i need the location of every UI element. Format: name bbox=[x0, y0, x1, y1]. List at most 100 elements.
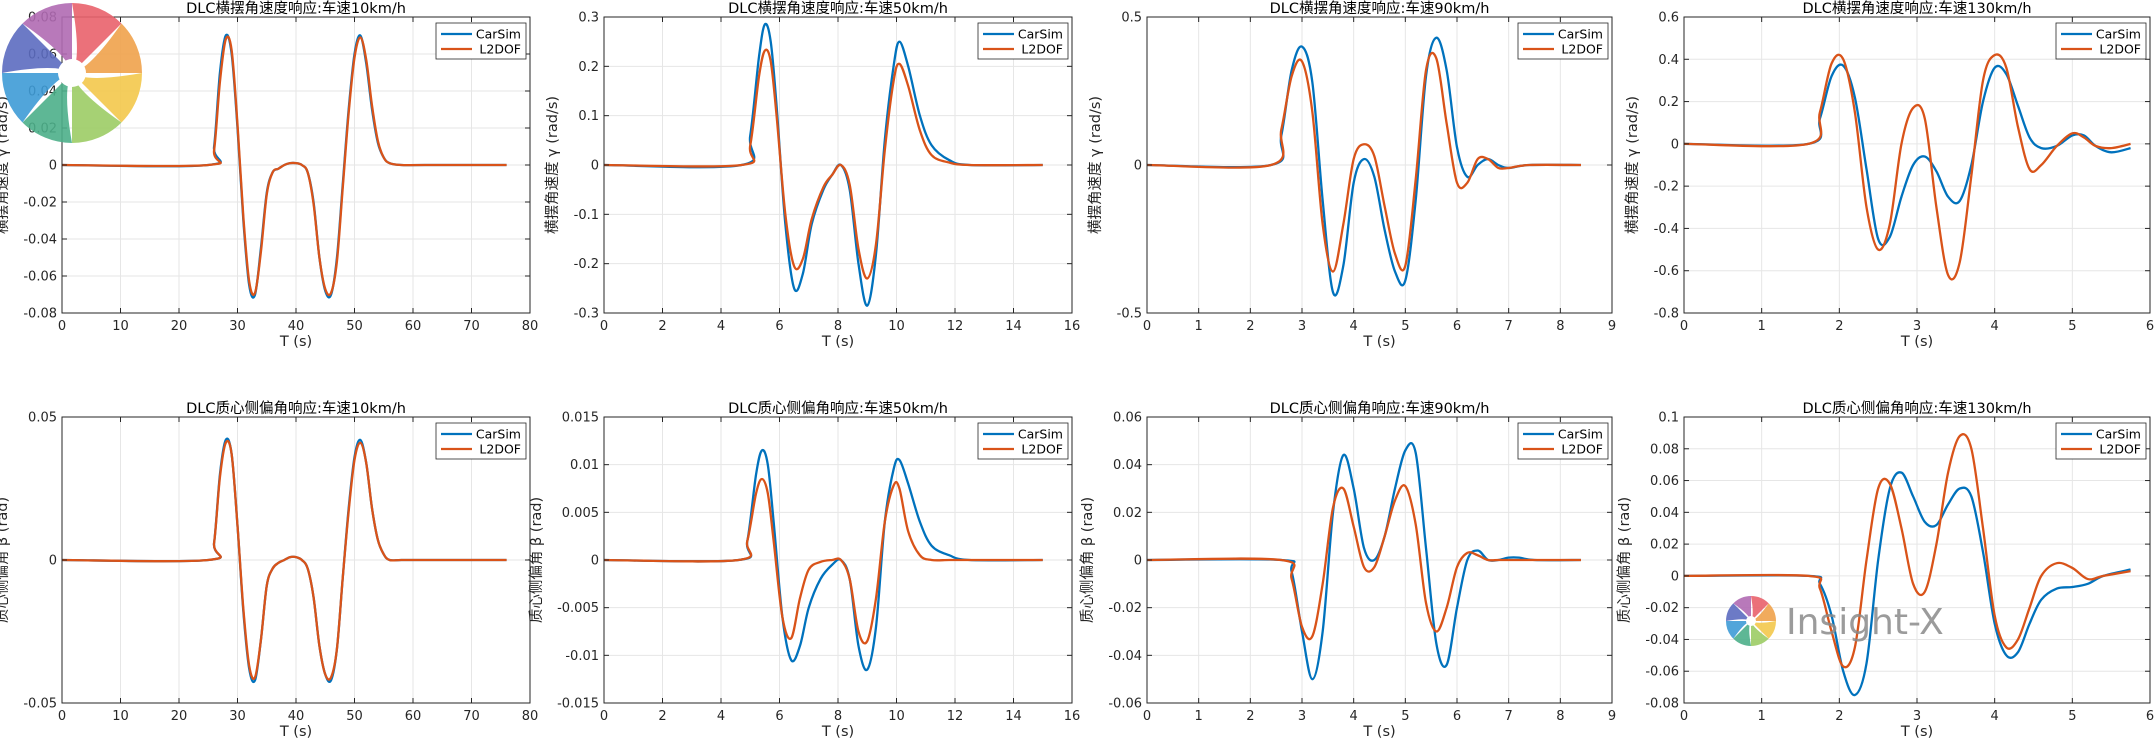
x-tick-label: 2 bbox=[1835, 709, 1843, 724]
x-tick-label: 12 bbox=[947, 709, 964, 724]
x-tick-label: 5 bbox=[1401, 709, 1409, 724]
legend-box bbox=[435, 22, 527, 60]
y-axis-label: 质心侧偏角 β (rad) bbox=[1079, 497, 1096, 623]
y-tick-label: 0.08 bbox=[1650, 442, 1679, 457]
x-tick-label: 7 bbox=[1505, 709, 1513, 724]
y-tick-label: 0 bbox=[1134, 159, 1142, 174]
watermark-text: Insight-X bbox=[1786, 602, 1944, 643]
x-tick-label: 0 bbox=[1143, 319, 1151, 334]
y-tick-label: 0.06 bbox=[1650, 474, 1679, 489]
legend-box bbox=[1517, 422, 1609, 460]
x-tick-label: 10 bbox=[112, 709, 129, 724]
x-tick-label: 2 bbox=[1246, 709, 1254, 724]
x-tick-label: 80 bbox=[522, 709, 539, 724]
x-tick-label: 4 bbox=[1991, 319, 1999, 334]
legend-box bbox=[1517, 22, 1609, 60]
legend-box bbox=[2055, 422, 2147, 460]
x-tick-label: 4 bbox=[1350, 709, 1358, 724]
y-tick-label: 0.4 bbox=[1658, 53, 1679, 68]
series-lines bbox=[604, 22, 1043, 307]
pinwheel-hub bbox=[58, 59, 86, 87]
y-tick-label: 0.1 bbox=[1658, 411, 1679, 426]
series-line-l2dof bbox=[1684, 433, 2131, 669]
pinwheel-petal bbox=[72, 73, 122, 143]
y-tick-label: -0.06 bbox=[23, 270, 57, 285]
y-tick-label: -0.02 bbox=[1645, 601, 1679, 616]
legend-label: L2DOF bbox=[2099, 42, 2141, 57]
chart-title: DLC横摆角速度响应:车速10km/h bbox=[186, 0, 406, 17]
pinwheel-petal bbox=[1726, 621, 1751, 639]
y-tick-label: 0.2 bbox=[1658, 95, 1679, 110]
legend-box bbox=[977, 22, 1069, 60]
y-axis-label: 横摆角速度 γ (rad/s) bbox=[1624, 96, 1641, 234]
x-axis-label: T (s) bbox=[1900, 724, 1933, 740]
y-axis-label: 质心侧偏角 β (rad) bbox=[1616, 497, 1633, 623]
y-tick-label: 0 bbox=[591, 159, 599, 174]
x-tick-label: 6 bbox=[775, 319, 783, 334]
y-axis-label: 横摆角速度 γ (rad/s) bbox=[1087, 96, 1104, 234]
y-tick-label: -0.6 bbox=[1654, 264, 1679, 279]
series-line-carsim bbox=[1684, 63, 2131, 247]
chart-title: DLC横摆角速度响应:车速90km/h bbox=[1270, 0, 1490, 17]
series-line-carsim bbox=[1684, 471, 2131, 697]
y-tick-label: 0.3 bbox=[578, 11, 599, 26]
legend-label: CarSim bbox=[1018, 27, 1063, 42]
x-tick-label: 80 bbox=[522, 319, 539, 334]
x-tick-label: 50 bbox=[346, 319, 363, 334]
pinwheel-petal bbox=[2, 23, 72, 73]
y-tick-label: -0.8 bbox=[1654, 307, 1679, 322]
y-tick-label: -0.04 bbox=[1108, 649, 1142, 664]
y-tick-label: -0.05 bbox=[23, 697, 57, 712]
y-tick-label: -0.08 bbox=[23, 307, 57, 322]
x-tick-label: 3 bbox=[1913, 319, 1921, 334]
x-tick-label: 9 bbox=[1608, 709, 1616, 724]
rainbow-pinwheel-logo-icon bbox=[1726, 596, 1777, 646]
legend-label: CarSim bbox=[1558, 427, 1603, 442]
x-tick-label: 2 bbox=[658, 709, 666, 724]
y-tick-label: -0.5 bbox=[1117, 307, 1142, 322]
x-tick-label: 20 bbox=[171, 709, 188, 724]
x-axis-label: T (s) bbox=[279, 334, 312, 350]
x-tick-label: 8 bbox=[834, 319, 842, 334]
x-tick-label: 16 bbox=[1064, 319, 1081, 334]
series-line-l2dof bbox=[604, 48, 1043, 280]
chart-panel-6: 0 2 4 6 8 10 12 14 16 -0.015 -0.01 -0.005 0 0.005 0.01… bbox=[528, 399, 1080, 740]
legend-box bbox=[977, 422, 1069, 460]
series-line-l2dof bbox=[1147, 484, 1581, 641]
x-tick-label: 1 bbox=[1758, 319, 1766, 334]
x-tick-label: 0 bbox=[600, 709, 608, 724]
x-tick-label: 6 bbox=[775, 709, 783, 724]
y-tick-label: -0.04 bbox=[1645, 633, 1679, 648]
legend-label: L2DOF bbox=[479, 42, 521, 57]
y-tick-label: -0.06 bbox=[1108, 697, 1142, 712]
series-line-l2dof bbox=[604, 477, 1043, 645]
x-tick-label: 2 bbox=[658, 319, 666, 334]
y-tick-label: 0.02 bbox=[1113, 506, 1142, 521]
series-lines bbox=[1684, 53, 2131, 281]
x-tick-label: 4 bbox=[717, 319, 725, 334]
y-tick-label: 0 bbox=[591, 554, 599, 569]
x-tick-label: 10 bbox=[888, 319, 905, 334]
y-tick-label: -0.3 bbox=[574, 307, 599, 322]
y-tick-label: 0.06 bbox=[1113, 411, 1142, 426]
chart-title: DLC质心侧偏角响应:车速50km/h bbox=[728, 399, 948, 417]
x-tick-label: 60 bbox=[405, 709, 422, 724]
x-tick-label: 8 bbox=[1556, 709, 1564, 724]
x-tick-label: 0 bbox=[58, 709, 66, 724]
chart-panel-7: 0 1 2 3 4 5 6 7 8 9 -0.06 -0.04 -0.02 0 0.02 0.04 0.06 DL… bbox=[1079, 399, 1616, 740]
series-lines bbox=[1684, 433, 2131, 697]
legend-label: CarSim bbox=[476, 427, 521, 442]
series-line-l2dof bbox=[1684, 53, 2131, 281]
series-lines bbox=[62, 33, 507, 299]
x-tick-label: 60 bbox=[405, 319, 422, 334]
x-tick-label: 5 bbox=[2068, 319, 2076, 334]
pinwheel-petal bbox=[1751, 621, 1769, 646]
y-tick-label: 0 bbox=[1671, 137, 1679, 152]
legend-label: L2DOF bbox=[479, 442, 521, 457]
series-lines bbox=[62, 437, 507, 684]
legend-label: CarSim bbox=[1018, 427, 1063, 442]
y-tick-label: 0 bbox=[1671, 569, 1679, 584]
y-tick-label: -0.005 bbox=[557, 601, 599, 616]
